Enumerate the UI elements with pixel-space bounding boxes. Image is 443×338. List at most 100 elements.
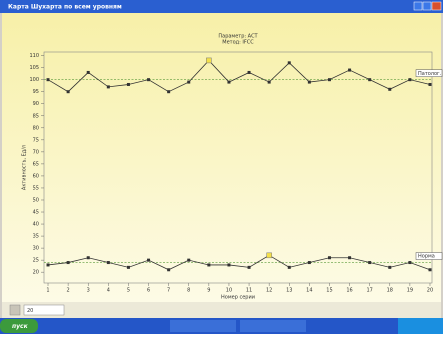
data-point bbox=[428, 268, 432, 272]
toolbar bbox=[2, 302, 441, 318]
y-tick-label: 95 bbox=[33, 89, 39, 95]
y-tick-label: 70 bbox=[33, 149, 39, 155]
x-tick-label: 10 bbox=[226, 288, 232, 294]
data-point bbox=[167, 268, 171, 272]
y-tick-label: 50 bbox=[33, 197, 39, 203]
data-point bbox=[307, 261, 311, 265]
start-label: пуск bbox=[12, 323, 29, 330]
data-point bbox=[227, 263, 231, 267]
x-tick-label: 3 bbox=[87, 288, 90, 294]
data-point bbox=[368, 78, 372, 82]
y-tick-label: 60 bbox=[33, 173, 39, 179]
data-point bbox=[46, 263, 50, 267]
window-title: Карта Шухарта по всем уровням bbox=[8, 4, 122, 11]
data-point bbox=[247, 70, 251, 74]
data-point bbox=[66, 261, 70, 265]
y-tick-label: 25 bbox=[33, 258, 39, 264]
tool-button[interactable] bbox=[9, 304, 21, 316]
x-tick-label: 9 bbox=[207, 288, 210, 294]
data-point bbox=[287, 265, 291, 269]
data-point bbox=[287, 61, 291, 65]
data-point bbox=[86, 256, 90, 260]
data-point bbox=[267, 80, 271, 84]
data-point bbox=[227, 80, 231, 84]
data-point bbox=[46, 78, 50, 82]
plot-frame bbox=[43, 51, 433, 284]
x-tick-label: 18 bbox=[387, 288, 393, 294]
y-tick-label: 85 bbox=[33, 113, 39, 119]
data-point bbox=[428, 82, 432, 86]
data-point bbox=[187, 258, 191, 262]
x-tick-label: 19 bbox=[407, 288, 413, 294]
data-point bbox=[327, 78, 331, 82]
data-point bbox=[106, 261, 110, 265]
data-point bbox=[126, 265, 130, 269]
series-field-value: 20 bbox=[27, 308, 33, 314]
x-tick-label: 8 bbox=[187, 288, 190, 294]
series-line bbox=[47, 59, 431, 93]
data-point bbox=[368, 261, 372, 265]
data-point bbox=[388, 87, 392, 91]
data-point bbox=[266, 252, 272, 259]
x-tick-label: 6 bbox=[147, 288, 150, 294]
start-button[interactable] bbox=[0, 319, 38, 333]
x-tick-label: 17 bbox=[366, 288, 372, 294]
data-point bbox=[126, 82, 130, 86]
task-item[interactable] bbox=[240, 320, 306, 332]
title-bar bbox=[0, 0, 443, 13]
data-point bbox=[147, 258, 151, 262]
y-tick-label: 30 bbox=[33, 246, 39, 252]
data-point bbox=[167, 90, 171, 94]
y-tick-label: 80 bbox=[33, 125, 39, 131]
data-point bbox=[388, 265, 392, 269]
data-point bbox=[348, 256, 352, 260]
data-point bbox=[66, 90, 70, 94]
x-tick-label: 7 bbox=[167, 288, 170, 294]
data-point bbox=[408, 78, 412, 82]
x-tick-label: 11 bbox=[246, 288, 252, 294]
y-tick-label: 40 bbox=[33, 222, 39, 228]
close-button[interactable] bbox=[431, 1, 442, 11]
subtitle: Метод: IFCC bbox=[222, 40, 254, 46]
x-tick-label: 12 bbox=[266, 288, 272, 294]
legend-label: Норма bbox=[418, 254, 435, 260]
legend-label: Патолог. bbox=[418, 71, 442, 77]
y-tick-label: 35 bbox=[33, 234, 39, 240]
y-tick-label: 65 bbox=[33, 161, 39, 167]
x-tick-label: 16 bbox=[346, 288, 352, 294]
y-tick-label: 100 bbox=[29, 77, 39, 83]
y-axis-label: Активность, Ед/л bbox=[22, 145, 28, 190]
tray bbox=[398, 318, 443, 334]
data-point bbox=[206, 57, 212, 64]
y-tick-label: 45 bbox=[33, 210, 39, 216]
series-line bbox=[47, 254, 431, 271]
data-point bbox=[207, 263, 211, 267]
x-tick-label: 15 bbox=[326, 288, 332, 294]
y-tick-label: 105 bbox=[29, 65, 39, 71]
x-tick-label: 20 bbox=[427, 288, 433, 294]
legend-box bbox=[415, 252, 443, 260]
x-tick-label: 2 bbox=[67, 288, 70, 294]
data-point bbox=[247, 265, 251, 269]
data-point bbox=[327, 256, 331, 260]
data-point bbox=[408, 261, 412, 265]
data-point bbox=[348, 68, 352, 72]
series-field[interactable] bbox=[23, 304, 65, 316]
y-tick-label: 20 bbox=[33, 270, 39, 276]
x-axis-label: Номер серии bbox=[221, 295, 255, 301]
data-point bbox=[106, 85, 110, 89]
data-point bbox=[147, 78, 151, 82]
task-item[interactable] bbox=[170, 320, 236, 332]
maximize-button[interactable] bbox=[422, 1, 432, 11]
data-point bbox=[86, 70, 90, 74]
x-tick-label: 14 bbox=[306, 288, 312, 294]
y-tick-label: 75 bbox=[33, 137, 39, 143]
minimize-button[interactable] bbox=[413, 1, 423, 11]
y-tick-label: 110 bbox=[29, 53, 39, 59]
subtitle: Параметр: АСТ bbox=[218, 34, 258, 40]
legend-box bbox=[415, 69, 443, 77]
data-point bbox=[307, 80, 311, 84]
